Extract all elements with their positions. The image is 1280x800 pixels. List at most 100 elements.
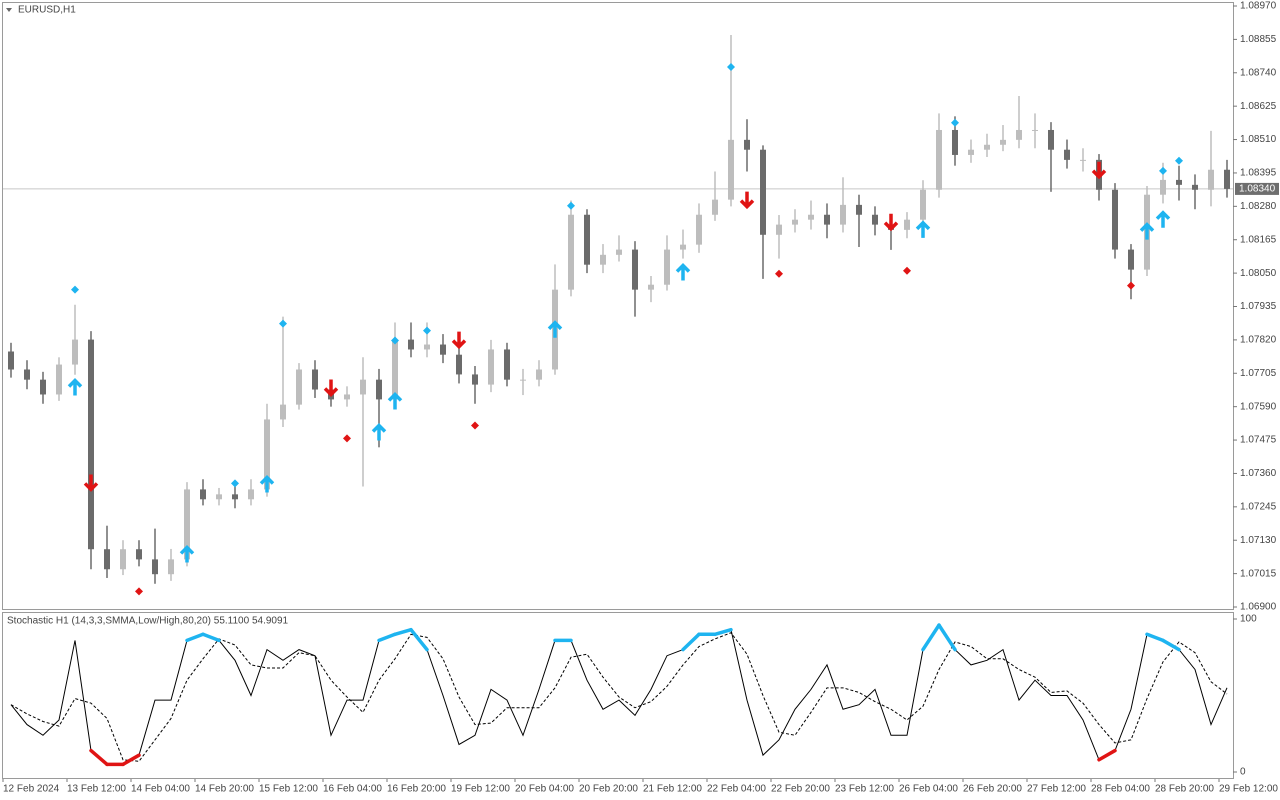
candle-body	[8, 351, 14, 370]
candle-body	[952, 129, 958, 155]
y-tick-label: 0	[1240, 767, 1246, 778]
candle-body	[392, 339, 398, 400]
zone-highlight	[377, 632, 397, 643]
zone-highlight	[393, 627, 413, 637]
symbol-title: EURUSD,H1	[18, 5, 76, 16]
low-marker	[1127, 281, 1135, 290]
candle-body	[136, 549, 142, 560]
x-tick-label: 15 Feb 12:00	[259, 784, 318, 795]
y-tick-label: 1.06900	[1240, 602, 1277, 613]
high-marker	[951, 118, 959, 127]
candle-body	[120, 549, 126, 570]
sell-arrow	[451, 331, 467, 350]
candle-body	[184, 489, 190, 560]
x-tick-label: 26 Feb 20:00	[963, 784, 1022, 795]
x-tick-label: 29 Feb 12:00	[1219, 784, 1278, 795]
candle-body	[584, 214, 590, 265]
candle-body	[472, 374, 478, 385]
candle-body	[488, 349, 494, 385]
candle-body	[312, 369, 318, 390]
buy-arrow	[179, 544, 195, 563]
x-tick-label: 26 Feb 04:00	[899, 784, 958, 795]
y-tick-label: 100	[1240, 614, 1257, 625]
candle-body	[712, 199, 718, 215]
low-marker	[343, 434, 351, 443]
candle-body	[264, 419, 270, 490]
candle-body	[520, 379, 526, 381]
candle-body	[360, 379, 366, 395]
buy-arrow	[1155, 210, 1171, 228]
y-tick-label: 1.08740	[1240, 67, 1277, 78]
candle-body	[24, 369, 30, 380]
candle-body	[616, 249, 622, 255]
low-marker	[903, 266, 911, 275]
candle-body	[904, 219, 910, 230]
candle-body	[568, 214, 574, 290]
zone-highlight	[681, 632, 701, 652]
candle-body	[424, 344, 430, 350]
y-tick-label: 1.08855	[1240, 34, 1277, 45]
zone-highlight	[409, 627, 429, 652]
candle-body	[56, 364, 62, 395]
y-tick-label: 1.07590	[1240, 401, 1277, 412]
current-price-label: 1.08340	[1239, 184, 1276, 195]
buy-arrow	[67, 378, 83, 396]
candle-body	[1208, 169, 1214, 190]
high-marker	[279, 319, 287, 328]
candle-body	[856, 204, 862, 215]
y-tick-label: 1.08395	[1240, 168, 1277, 179]
candle-body	[200, 489, 206, 500]
sell-arrow	[1091, 161, 1107, 180]
candle-body	[808, 214, 814, 220]
x-tick-label: 12 Feb 2024	[3, 784, 60, 795]
candle-body	[248, 489, 254, 500]
sell-arrow	[739, 191, 755, 210]
y-tick-label: 1.08625	[1240, 101, 1277, 112]
high-marker	[71, 285, 79, 294]
x-tick-label: 28 Feb 20:00	[1155, 784, 1214, 795]
candle-body	[216, 494, 222, 500]
low-marker	[471, 421, 479, 430]
candle-body	[440, 344, 446, 355]
candle-body	[664, 249, 670, 285]
y-tick-label: 1.07245	[1240, 501, 1277, 512]
candle-body	[824, 214, 830, 225]
signal-line	[10, 632, 1228, 762]
current-price-box	[1235, 182, 1279, 195]
candle-body	[648, 284, 654, 290]
zone-highlight	[1145, 632, 1165, 643]
candle-body	[696, 214, 702, 245]
y-tick-label: 1.08970	[1240, 1, 1277, 12]
candle-body	[344, 394, 350, 400]
candle-body	[376, 379, 382, 400]
zone-highlight	[1161, 638, 1181, 652]
candle-body	[1192, 184, 1198, 190]
candle-body	[1064, 149, 1070, 160]
candle-body	[88, 339, 94, 550]
candle-body	[1112, 189, 1118, 250]
candle-body	[1000, 139, 1006, 145]
candle-body	[1128, 249, 1134, 270]
zone-highlight	[713, 627, 733, 637]
high-marker	[1159, 166, 1167, 175]
candle-body	[232, 494, 238, 500]
candle-body	[792, 219, 798, 225]
candle-body	[984, 144, 990, 150]
y-tick-label: 1.07705	[1240, 368, 1277, 379]
y-tick-label: 1.07360	[1240, 468, 1277, 479]
sell-arrow	[83, 474, 99, 492]
low-marker	[775, 269, 783, 278]
y-tick-label: 1.07130	[1240, 535, 1277, 546]
y-tick-label: 1.07475	[1240, 435, 1277, 446]
indicator-title: Stochastic H1 (14,3,3,SMMA,Low/High,80,2…	[7, 616, 289, 627]
candle-body	[632, 249, 638, 290]
y-tick-label: 1.08280	[1240, 201, 1277, 212]
y-tick-label: 1.07015	[1240, 568, 1277, 579]
symbol-menu-icon[interactable]	[6, 8, 12, 12]
sell-arrow	[323, 379, 339, 397]
x-tick-label: 14 Feb 20:00	[195, 784, 254, 795]
buy-arrow	[915, 220, 931, 238]
candle-body	[104, 549, 110, 570]
candle-body	[728, 139, 734, 200]
candle-body	[296, 369, 302, 405]
